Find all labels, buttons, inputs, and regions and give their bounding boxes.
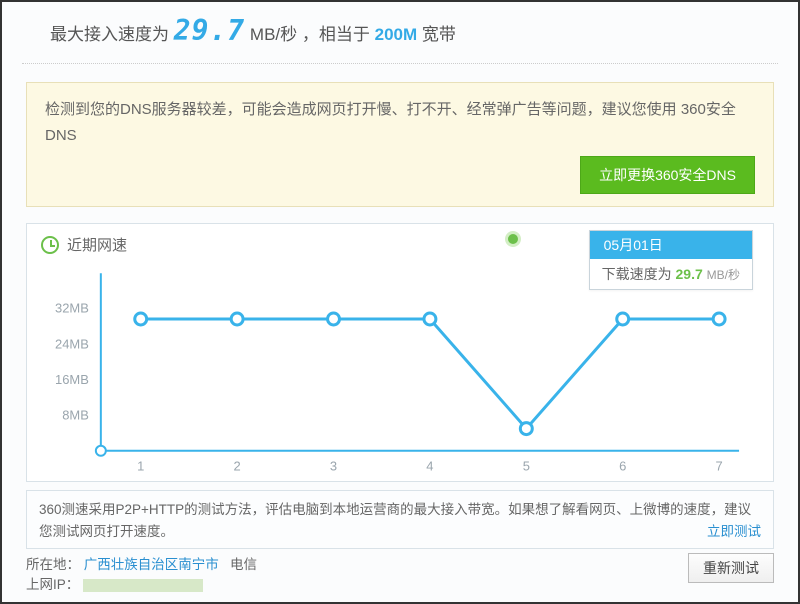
svg-text:16MB: 16MB bbox=[55, 372, 89, 387]
ip-masked bbox=[83, 579, 203, 592]
info-text: 360测速采用P2P+HTTP的测试方法，评估电脑到本地运营商的最大接入带宽。如… bbox=[39, 502, 751, 539]
header-line: 最大接入速度为 29.7 MB/秒 ，相当于 200M 宽带 bbox=[22, 2, 778, 64]
dns-warning-panel: 检测到您的DNS服务器较差，可能会造成网页打开慢、打不开、经常弹广告等问题，建议… bbox=[26, 82, 774, 207]
svg-text:1: 1 bbox=[137, 459, 144, 474]
location-value[interactable]: 广西壮族自治区南宁市 bbox=[84, 557, 219, 572]
chart-area: 32MB 24MB 16MB 8MB 1 2 3 4 5 6 7 bbox=[41, 265, 759, 475]
speed-value: 29.7 bbox=[174, 14, 245, 47]
equiv-prefix: ，相当于 bbox=[302, 25, 370, 44]
bandwidth-value: 200M bbox=[375, 25, 418, 44]
svg-text:32MB: 32MB bbox=[55, 301, 89, 316]
change-dns-button[interactable]: 立即更换360安全DNS bbox=[580, 156, 755, 194]
svg-text:4: 4 bbox=[426, 459, 433, 474]
ip-label: 上网IP： bbox=[26, 577, 79, 592]
dns-warning-text: 检测到您的DNS服务器较差，可能会造成网页打开慢、打不开、经常弹广告等问题，建议… bbox=[45, 97, 755, 148]
bottom-row: 所在地： 广西壮族自治区南宁市 电信 重新测试 上网IP： bbox=[26, 553, 774, 593]
svg-text:24MB: 24MB bbox=[55, 336, 89, 351]
bandwidth-suffix: 宽带 bbox=[422, 25, 456, 44]
svg-text:8MB: 8MB bbox=[62, 407, 89, 422]
speed-chart-panel: 近期网速 05月01日 下载速度为 29.7 MB/秒 32MB24MB16MB… bbox=[26, 223, 774, 482]
tooltip-date: 05月01日 bbox=[590, 231, 752, 259]
retest-button[interactable]: 重新测试 bbox=[688, 553, 774, 583]
svg-text:7: 7 bbox=[716, 459, 723, 474]
header-prefix: 最大接入速度为 bbox=[50, 25, 169, 44]
location-label: 所在地： bbox=[26, 557, 80, 572]
highlight-dot bbox=[508, 234, 518, 244]
chart-svg: 32MB 24MB 16MB 8MB 1 2 3 4 5 6 7 bbox=[41, 265, 759, 475]
clock-icon bbox=[41, 236, 59, 254]
svg-text:2: 2 bbox=[234, 459, 241, 474]
speed-unit: MB/秒 bbox=[250, 25, 297, 44]
svg-text:6: 6 bbox=[619, 459, 626, 474]
svg-text:5: 5 bbox=[523, 459, 530, 474]
svg-text:3: 3 bbox=[330, 459, 337, 474]
chart-title: 近期网速 bbox=[67, 234, 127, 255]
info-panel: 360测速采用P2P+HTTP的测试方法，评估电脑到本地运营商的最大接入带宽。如… bbox=[26, 490, 774, 549]
isp-value: 电信 bbox=[230, 557, 257, 572]
test-now-link[interactable]: 立即测试 bbox=[707, 521, 761, 543]
